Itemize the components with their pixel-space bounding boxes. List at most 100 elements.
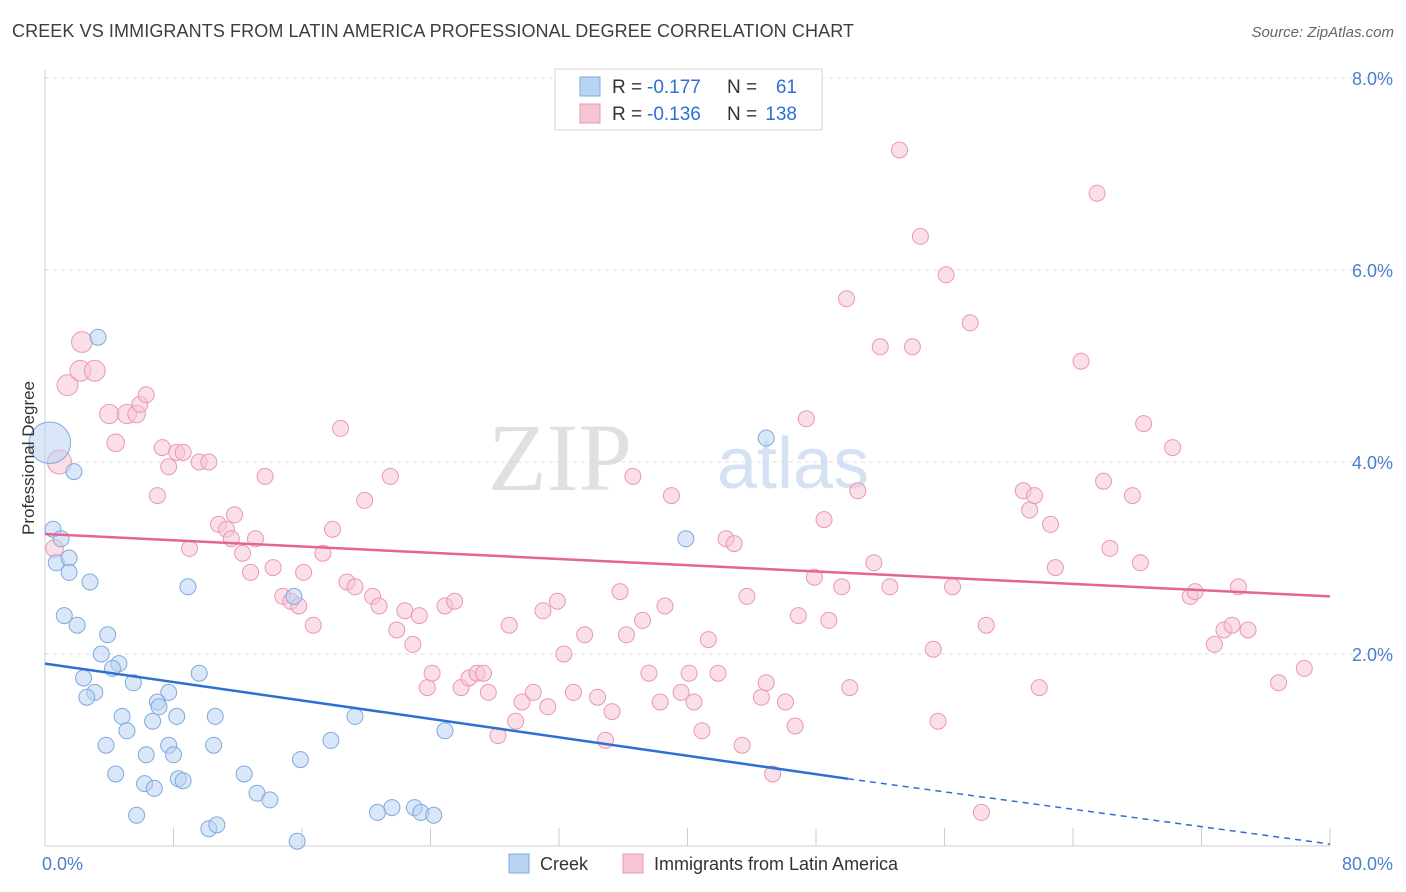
latin-america-point xyxy=(752,688,770,706)
creek-trend-extension xyxy=(848,778,1331,845)
latin-america-point xyxy=(410,607,428,625)
latin-america-point xyxy=(137,386,155,404)
creek-point xyxy=(145,779,163,797)
latin-america-point xyxy=(1205,635,1223,653)
latin-america-point xyxy=(356,491,374,509)
bottom-legend-swatch-latin xyxy=(622,853,644,874)
latin-america-point xyxy=(153,439,171,457)
creek-point xyxy=(165,746,182,764)
creek-point xyxy=(28,421,72,465)
latin-america-point xyxy=(603,703,621,721)
latin-america-point xyxy=(404,635,422,653)
creek-point xyxy=(137,746,155,764)
creek-point xyxy=(208,816,226,834)
latin-america-point xyxy=(1095,472,1113,490)
y-tick-label: 8.0% xyxy=(1352,69,1393,89)
latin-america-point xyxy=(332,419,350,437)
latin-america-point xyxy=(776,693,794,711)
latin-america-point xyxy=(699,631,717,649)
creek-point xyxy=(346,707,364,725)
latin-america-point xyxy=(805,568,823,586)
stats-legend: R = -0.177 N = 61 R = -0.136 N = 138 xyxy=(554,68,823,131)
latin-america-point xyxy=(1295,659,1313,677)
latin-america-point xyxy=(709,664,727,682)
latin-america-point xyxy=(640,664,658,682)
x-axis-ticks xyxy=(173,828,1331,846)
latin-america-point xyxy=(423,664,441,682)
bottom-legend-swatch-creek xyxy=(508,853,530,874)
latin-america-point xyxy=(1223,616,1241,634)
creek-point xyxy=(160,683,178,701)
latin-america-point xyxy=(576,626,594,644)
latin-america-point xyxy=(786,717,804,735)
latin-america-trend-line xyxy=(44,532,1331,598)
creek-point xyxy=(205,736,223,754)
latin-america-point xyxy=(757,674,775,692)
latin-america-point xyxy=(693,722,711,740)
latin-america-point xyxy=(929,712,947,730)
watermark: ZIP atlas xyxy=(488,404,869,511)
chart-title: CREEK VS IMMIGRANTS FROM LATIN AMERICA P… xyxy=(12,21,855,41)
creek-point xyxy=(285,587,303,605)
latin-america-point xyxy=(524,683,542,701)
latin-america-point xyxy=(815,511,833,529)
latin-america-point xyxy=(564,683,582,701)
creek-point xyxy=(124,674,142,692)
latin-america-point xyxy=(513,693,531,711)
latin-america-point xyxy=(789,607,807,625)
latin-america-point xyxy=(314,544,332,562)
creek-point xyxy=(52,530,70,548)
latin-america-point xyxy=(56,374,79,397)
latin-america-point xyxy=(324,520,342,538)
creek-point xyxy=(322,731,340,749)
creek-point xyxy=(179,578,197,596)
legend-swatch-latin xyxy=(579,103,601,124)
latin-america-point xyxy=(381,467,399,485)
creek-point xyxy=(107,765,125,783)
legend-row-latin: R = -0.136 N = 138 xyxy=(579,103,797,125)
creek-point xyxy=(113,707,131,725)
latin-america-point xyxy=(295,563,313,581)
latin-america-point xyxy=(1164,439,1182,457)
latin-america-point xyxy=(71,331,93,353)
latin-america-point xyxy=(534,602,552,620)
latin-america-point xyxy=(1186,583,1204,601)
creek-point xyxy=(261,791,279,809)
y-tick-label: 2.0% xyxy=(1352,645,1393,665)
latin-america-point xyxy=(961,314,979,332)
latin-america-point xyxy=(733,736,751,754)
latin-america-point xyxy=(849,482,867,500)
bottom-legend-creek-label: Creek xyxy=(540,854,589,874)
trend-lines xyxy=(44,532,1331,845)
y-tick-label: 6.0% xyxy=(1352,261,1393,281)
legend-n-value: 138 xyxy=(765,104,797,125)
latin-america-point xyxy=(924,640,942,658)
creek-point xyxy=(92,645,110,663)
creek-point xyxy=(677,530,695,548)
watermark-zip: ZIP xyxy=(488,404,632,511)
latin-america-point xyxy=(396,602,414,620)
latin-america-point xyxy=(370,597,388,615)
latin-america-point xyxy=(234,544,252,562)
latin-america-point xyxy=(672,683,690,701)
latin-america-point xyxy=(555,645,573,663)
latin-america-point xyxy=(820,611,838,629)
latin-america-point xyxy=(1131,554,1149,572)
latin-america-point xyxy=(833,578,851,596)
latin-america-point xyxy=(617,626,635,644)
creek-point xyxy=(99,626,117,644)
latin-america-point xyxy=(865,554,883,572)
latin-america-point xyxy=(937,266,955,284)
latin-america-point xyxy=(1046,559,1064,577)
latin-america-point xyxy=(106,433,125,453)
creek-point xyxy=(206,707,224,725)
latin-america-point xyxy=(911,227,929,245)
legend-r-value: -0.136 xyxy=(647,104,701,125)
latin-america-point xyxy=(181,539,199,557)
latin-america-point xyxy=(148,487,166,505)
latin-america-point xyxy=(418,679,436,697)
latin-america-point xyxy=(264,559,282,577)
creek-point xyxy=(118,722,136,740)
latin-america-point xyxy=(764,765,782,783)
